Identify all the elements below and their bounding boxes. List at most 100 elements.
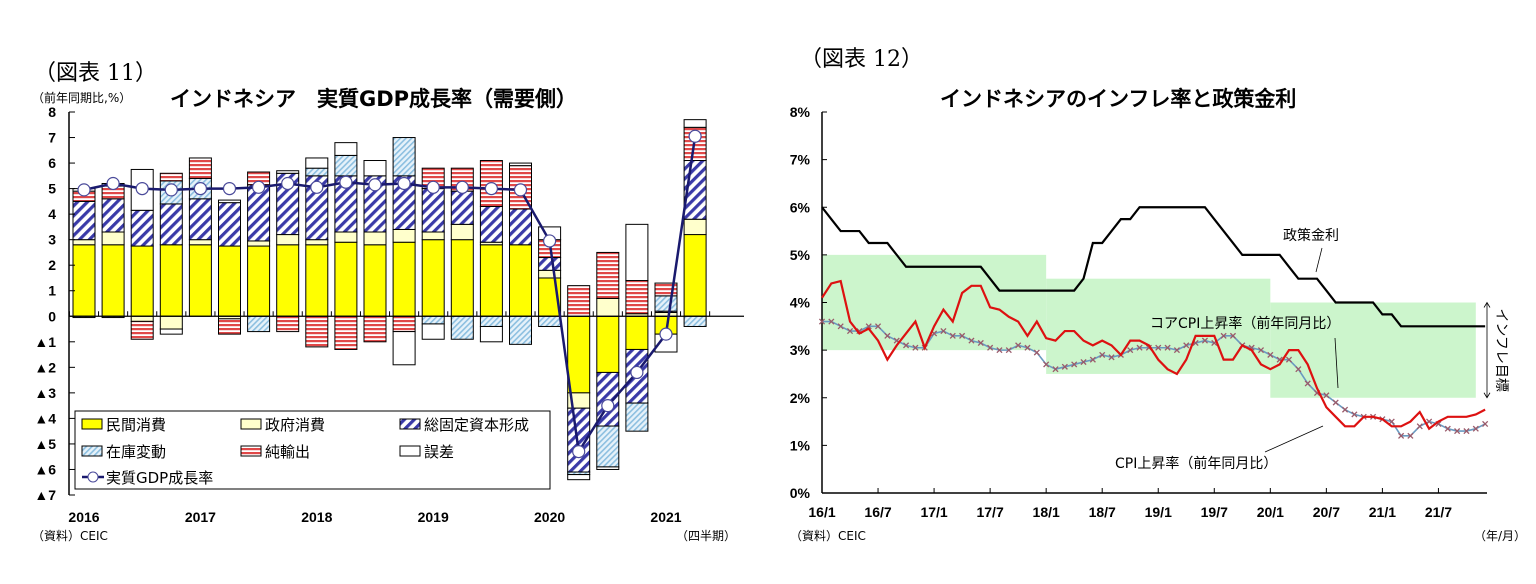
bar-netx [276, 315, 300, 333]
bar-gov [305, 239, 329, 246]
bar-private [159, 244, 183, 317]
legend-box [74, 410, 551, 490]
core-cpi-marker [1285, 356, 1293, 363]
core-cpi-marker [1015, 342, 1022, 349]
annotation-core-cpi: コアCPI上昇率（前年同月比） [1150, 315, 1340, 332]
bar-netx [363, 315, 387, 343]
bar-private [188, 244, 212, 317]
bar-netx [334, 315, 358, 350]
bar-private [450, 239, 474, 317]
legend-swatch-inv [81, 445, 103, 457]
bar-err [625, 223, 649, 282]
bar-err [334, 142, 358, 156]
right-x-tick-label: 16/1 [808, 504, 835, 520]
core-cpi-marker [1351, 411, 1358, 418]
core-cpi-marker [1341, 406, 1349, 413]
bar-netx [596, 251, 620, 299]
left-year-label: 2016 [68, 509, 99, 525]
legend-swatch-gov [240, 418, 262, 430]
target-band [1270, 302, 1476, 398]
bar-err [218, 199, 241, 204]
gdp-point [281, 176, 295, 191]
bar-private [276, 244, 300, 317]
legend-swatch-gfcf [399, 418, 421, 430]
left-x-axis-years: 2016 2017 2018 2019 2020 2021 [68, 509, 681, 525]
bar-inv [625, 402, 649, 432]
bar-netx [567, 285, 591, 317]
bar-err [159, 328, 183, 335]
legend-swatch-netx [240, 445, 262, 457]
right-y-tick-label: 1% [790, 437, 811, 453]
core-cpi-marker [1454, 428, 1461, 435]
policy-rate-line [821, 206, 1486, 328]
annotation-inflation-target: インフレ目標 [1493, 308, 1509, 392]
bar-err [363, 160, 387, 177]
gdp-point [193, 182, 207, 196]
gdp-point [513, 183, 528, 197]
right-x-tick-label: 18/7 [1089, 504, 1116, 520]
core-cpi-marker [1108, 354, 1115, 361]
right-y-tick-label: 4% [790, 295, 811, 311]
core-cpi-marker [1201, 337, 1208, 344]
bar-gov [247, 240, 271, 247]
gdp-point [484, 182, 498, 196]
gdp-point [659, 327, 673, 341]
bar-gfcf [101, 198, 125, 233]
left-y-tick-label: ▲3 [34, 385, 56, 401]
bar-private [509, 244, 532, 317]
core-cpi-marker [1155, 344, 1162, 351]
legend-gdp-marker-icon [87, 471, 99, 483]
left-y-unit: （前年同期比,%） [32, 90, 131, 105]
right-x-tick-label: 20/1 [1257, 504, 1284, 520]
bar-private [683, 234, 707, 317]
core-cpi-marker [959, 332, 966, 339]
bar-gov [159, 315, 183, 330]
core-cpi-marker [1033, 349, 1040, 356]
bar-private [363, 244, 387, 317]
bar-netx [188, 157, 212, 179]
right-x-unit: （年/月） [1474, 529, 1526, 543]
bar-err [683, 119, 707, 128]
core-cpi-marker [1482, 420, 1489, 428]
bar-private [305, 244, 329, 317]
left-y-tick-label: 5 [48, 181, 56, 197]
right-x-tick-label: 17/1 [920, 504, 947, 520]
core-cpi-marker [1444, 425, 1451, 432]
gdp-point [455, 180, 469, 194]
left-y-tick-label: ▲7 [34, 487, 56, 503]
core-cpi-marker [818, 318, 826, 325]
gdp-point [135, 182, 149, 196]
left-bars [72, 119, 707, 481]
left-source: （資料）CEIC [32, 529, 108, 543]
bar-inv [509, 315, 532, 345]
legend-label: 在庫変動 [106, 443, 166, 461]
bar-inv [596, 425, 620, 468]
bar-err [479, 325, 503, 343]
bar-netx [218, 318, 241, 335]
bar-gfcf [188, 198, 212, 241]
bar-netx [305, 315, 329, 348]
bar-gfcf [538, 257, 562, 271]
gdp-point [339, 175, 353, 189]
left-y-tick-label: 0 [48, 308, 56, 324]
core-cpi-marker [1426, 418, 1433, 425]
core-cpi-marker [1398, 432, 1405, 439]
left-y-tick-label: ▲1 [34, 334, 56, 350]
bar-gov [363, 231, 387, 246]
core-cpi-marker [1005, 347, 1012, 354]
bar-private [596, 315, 620, 373]
legend-label: 政府消費 [265, 416, 325, 434]
bar-gov [188, 239, 212, 246]
bar-err [392, 331, 416, 366]
annotation-cpi-arrow [1264, 425, 1324, 453]
bar-gov [334, 231, 358, 243]
bar-gfcf [159, 203, 183, 246]
bar-gfcf [72, 200, 96, 241]
left-y-tick-label: ▲2 [34, 359, 56, 375]
target-band [822, 254, 1047, 351]
left-y-tick-label: 3 [48, 232, 56, 248]
gdp-point [426, 180, 440, 194]
right-y-axis-ticks: 0% 1% 2% 3% 4% 5% 6% 7% 8% [790, 104, 811, 501]
